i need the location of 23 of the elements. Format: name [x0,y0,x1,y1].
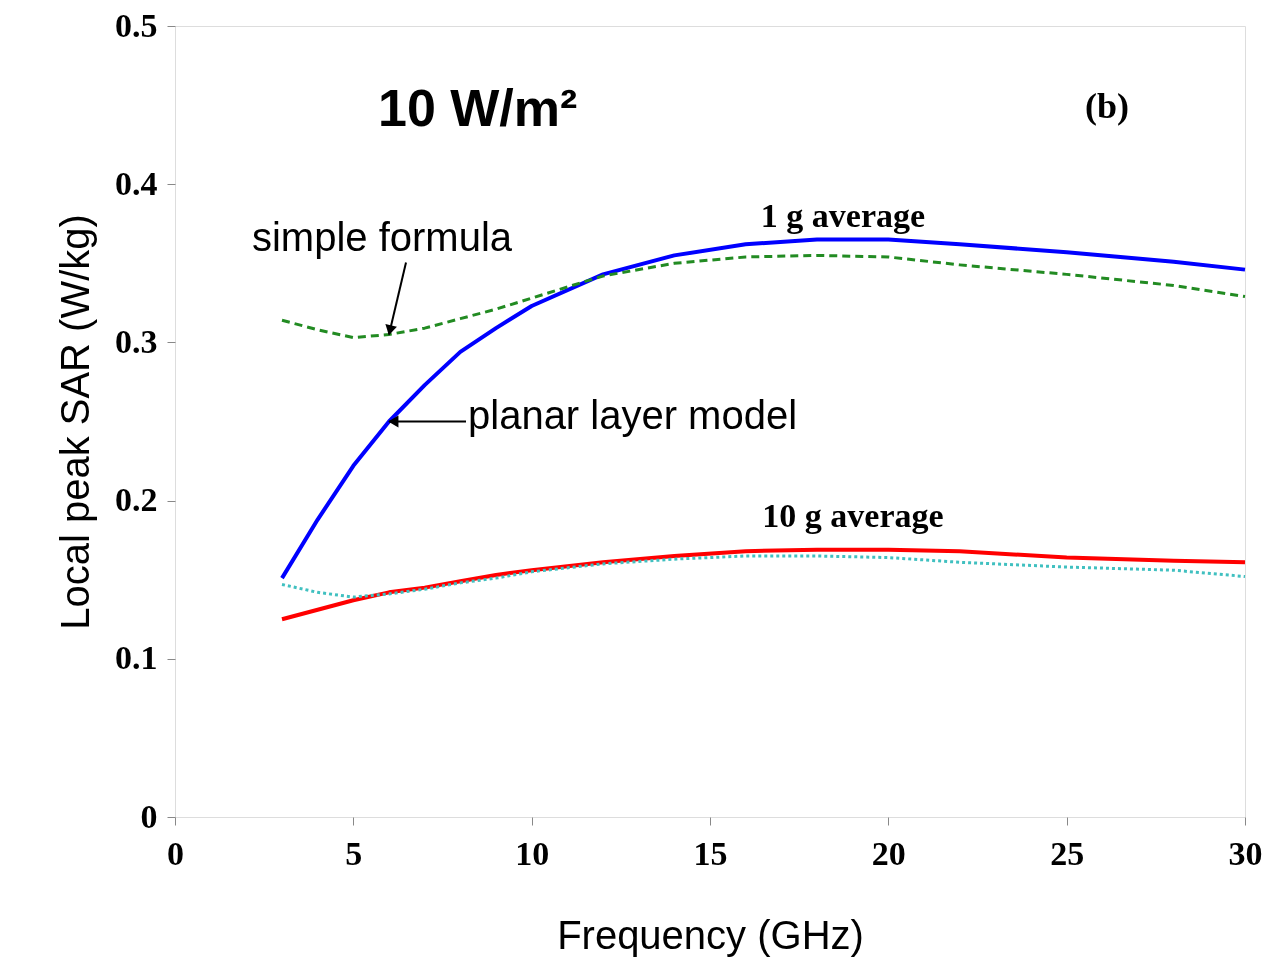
annotation: 1 g average [760,197,926,234]
x-tick-label: 15 [693,834,728,872]
x-tick-label: 0 [167,834,184,872]
x-tick-label: 5 [345,834,363,872]
y-tick-label: 0.4 [115,164,158,202]
x-tick-label: 25 [1050,834,1085,872]
y-tick-label: 0.1 [115,639,158,677]
line-series [280,554,1247,599]
line-series [280,547,1247,622]
x-tick-label: 30 [1228,834,1263,872]
y-tick-label: 0 [140,797,158,835]
annotation: planar layer model [468,392,798,437]
annotation: simple formula [251,215,513,260]
y-tick-label: 0.5 [115,6,158,44]
y-tick-label: 0.3 [115,322,158,360]
y-tick-label: 0.2 [115,481,158,519]
x-tick-label: 10 [515,834,550,872]
annotation: 10 g average [762,497,944,534]
x-tick-label: 20 [871,834,906,872]
annotation: 10 W/m² [378,79,578,137]
x-axis-title: Frequency (GHz) [557,912,864,957]
annotation: (b) [1085,86,1129,126]
y-axis-title: Local peak SAR (W/kg) [53,214,97,630]
